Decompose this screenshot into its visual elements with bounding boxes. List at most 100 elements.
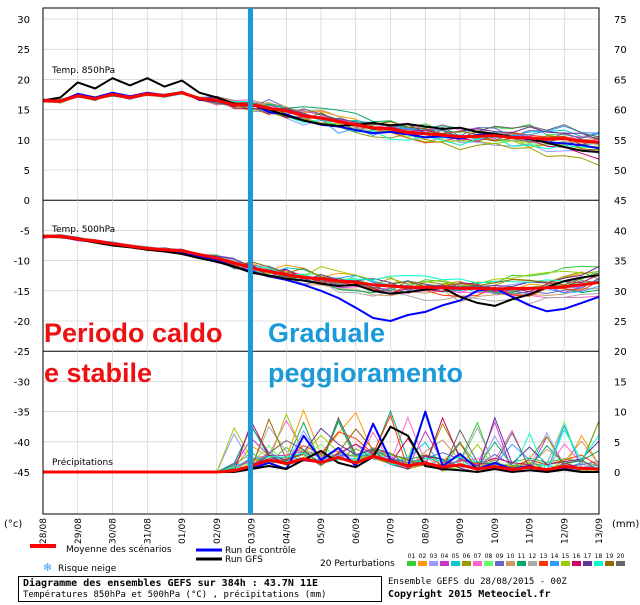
t500-panel-label: Temp. 500hPa	[51, 225, 115, 235]
date-tick-label: 06/09	[352, 518, 362, 544]
right-tick-label: 65	[614, 75, 627, 86]
date-tick-label: 11/09	[526, 518, 536, 544]
date-tick-label: 10/09	[491, 518, 501, 544]
annotation-left-line2: e stabile	[44, 358, 152, 388]
perturbation-swatch	[572, 561, 581, 566]
right-tick-label: 50	[614, 166, 627, 177]
date-tick-label: 09/09	[456, 518, 466, 544]
right-tick-label: 0	[614, 468, 620, 479]
precip-mean-line	[43, 454, 600, 474]
perturbation-number: 17	[584, 553, 592, 560]
right-tick-label: 45	[614, 196, 627, 207]
date-tick-label: 12/09	[560, 518, 570, 544]
left-tick-label: 20	[17, 75, 30, 86]
precip-panel-label: Précipitations	[52, 457, 113, 468]
t850-mean-line	[42, 91, 600, 144]
perturbation-number: 01	[408, 553, 416, 560]
perturbation-number: 06	[463, 553, 471, 560]
perturbation-number: 19	[606, 553, 614, 560]
perturbation-swatch	[528, 561, 537, 566]
perturbation-swatch	[539, 561, 548, 566]
date-tick-label: 30/08	[109, 518, 119, 544]
date-tick-label: 28/08	[39, 518, 49, 544]
annotation-left-line1: Periodo caldo	[44, 318, 223, 348]
left-tick-label: -25	[14, 347, 30, 358]
legend-perturbations-label: 20 Perturbations	[320, 559, 395, 569]
perturbation-number: 18	[595, 553, 603, 560]
perturbation-swatch	[605, 561, 614, 566]
perturbation-swatch	[594, 561, 603, 566]
right-tick-label: 40	[614, 226, 627, 237]
perturbation-number: 11	[518, 553, 526, 560]
perturbation-number: 13	[540, 553, 548, 560]
left-tick-label: -45	[14, 468, 30, 479]
left-tick-label: -40	[14, 438, 30, 449]
left-tick-label: -15	[14, 287, 30, 298]
right-tick-label: 5	[614, 438, 620, 449]
right-tick-label: 55	[614, 136, 627, 147]
perturbation-number: 15	[562, 553, 570, 560]
right-tick-label: 20	[614, 347, 627, 358]
info-box: Diagramme des ensembles GEFS sur 384h : …	[18, 576, 382, 602]
left-axis-ticks: 30 25 20 15 10 5 0 -5 -10 -15 -20 -25 -30 -35 -40 -45	[14, 15, 30, 479]
perturbation-swatch	[407, 561, 416, 566]
perturbation-number: 04	[441, 553, 449, 560]
snowflake-icon: ❄	[43, 561, 52, 574]
right-tick-label: 25	[614, 317, 627, 328]
date-tick-label: 04/09	[282, 518, 292, 544]
right-tick-label: 75	[614, 15, 627, 26]
date-tick-label: 02/09	[213, 518, 223, 544]
perturbation-number: 20	[617, 553, 625, 560]
right-tick-label: 70	[614, 45, 627, 56]
right-tick-label: 35	[614, 257, 627, 268]
left-tick-label: -30	[14, 377, 30, 388]
t850-panel-label: Temp. 850hPa	[51, 66, 115, 76]
perturbation-number: 16	[573, 553, 581, 560]
perturbation-number: 14	[551, 553, 559, 560]
left-tick-label: 0	[24, 196, 30, 207]
legend-mean-label: Moyenne des scénarios	[66, 544, 172, 555]
footer-title: Diagramme des ensembles GEFS sur 384h : …	[23, 578, 319, 589]
annotation-right-line1: Graduale	[268, 318, 385, 348]
perturbation-swatch	[429, 561, 438, 566]
date-tick-label: 08/09	[421, 518, 431, 544]
perturbation-swatch	[583, 561, 592, 566]
perturbation-legend: 01 02 03 04 05 06 07 08 09 10 11 12 13 14 15 16 17 18 19 20	[407, 553, 625, 566]
perturbation-number: 03	[430, 553, 438, 560]
perturbation-swatch	[561, 561, 570, 566]
right-tick-label: 15	[614, 377, 627, 388]
date-tick-label: 13/09	[595, 518, 605, 544]
perturbation-swatch	[462, 561, 471, 566]
annotation-right-line2: peggioramento	[268, 358, 463, 388]
date-tick-label: 29/08	[74, 518, 84, 544]
perturbation-number: 02	[419, 553, 427, 560]
footer-subtitle: Températures 850hPa et 500hPa (°C) , pré…	[23, 590, 327, 600]
left-tick-label: 25	[17, 45, 30, 56]
left-tick-label: 15	[17, 106, 30, 117]
perturbation-number: 09	[496, 553, 504, 560]
left-tick-label: 5	[24, 166, 30, 177]
legend: Moyenne des scénarios ❄ Risque neige Run…	[30, 544, 625, 574]
left-unit-label: (°c)	[4, 519, 22, 530]
perturbation-swatch	[517, 561, 526, 566]
left-tick-label: 30	[17, 15, 30, 26]
date-tick-label: 05/09	[317, 518, 327, 544]
perturbation-swatch	[616, 561, 625, 566]
right-unit-label: (mm)	[612, 519, 639, 530]
perturbation-number: 08	[485, 553, 493, 560]
perturbation-number: 12	[529, 553, 537, 560]
footer-copyright: Copyright 2015 Meteociel.fr	[388, 589, 551, 600]
date-tick-label: 03/09	[248, 518, 258, 544]
left-tick-label: -35	[14, 408, 30, 419]
perturbation-swatch	[550, 561, 559, 566]
right-tick-label: 30	[614, 287, 627, 298]
date-axis: 28/08 29/08 30/08 31/08 01/09 02/09 03/09 04/09…	[39, 518, 605, 544]
perturbation-number: 10	[507, 553, 515, 560]
date-tick-label: 07/09	[387, 518, 397, 544]
t500-mean-line	[43, 234, 600, 291]
perturbation-swatch	[451, 561, 460, 566]
perturbation-swatch	[440, 561, 449, 566]
plot-frame	[42, 7, 600, 515]
